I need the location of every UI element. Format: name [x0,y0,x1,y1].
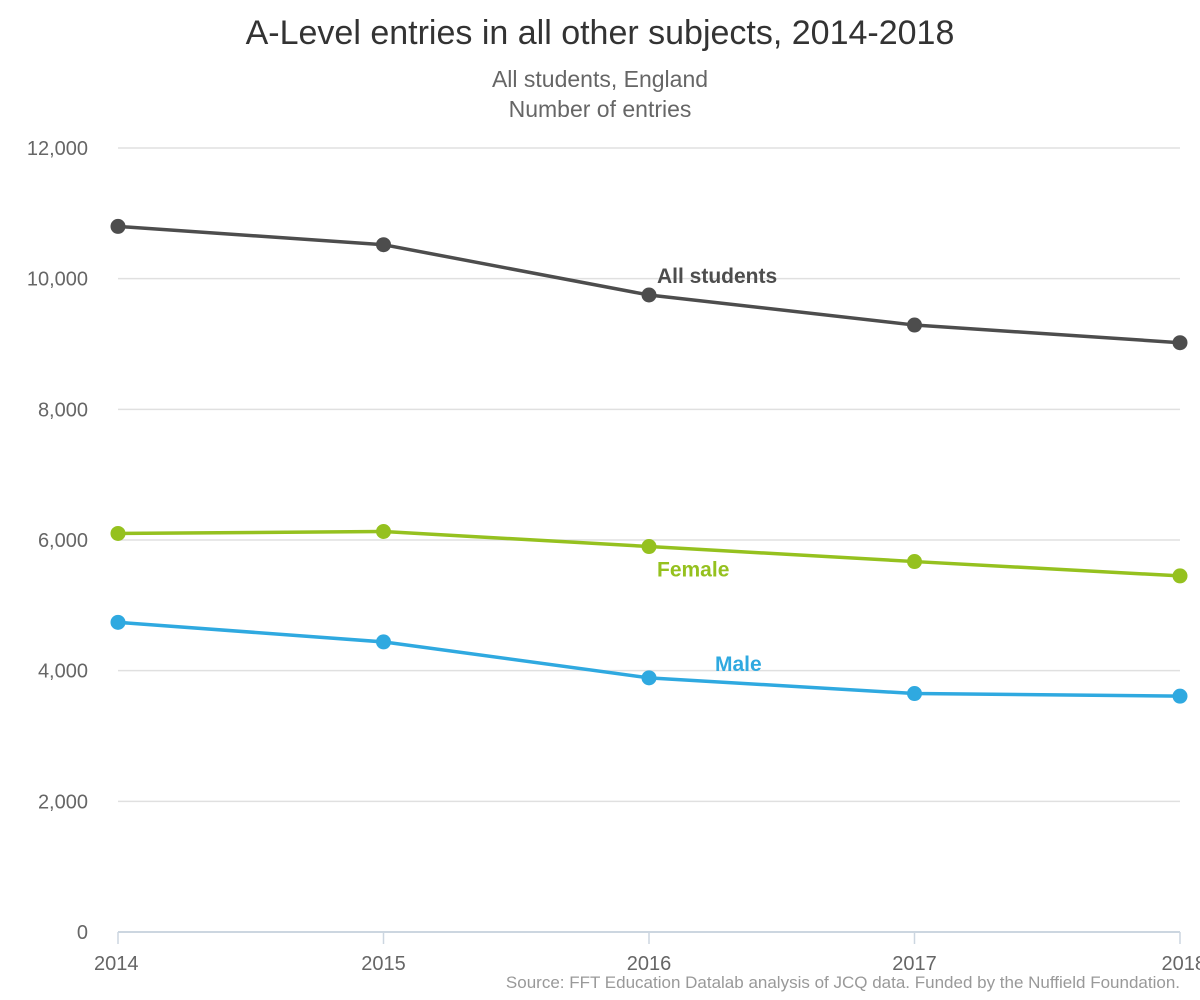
series-label: All students [657,265,777,288]
data-point [907,686,922,702]
x-tick-label: 2017 [892,953,937,975]
y-tick-label: 8,000 [38,399,88,421]
y-tick-label: 10,000 [27,269,88,291]
data-point [907,317,922,333]
chart-subtitle-line-2: Number of entries [508,96,692,122]
x-tick-label: 2015 [361,953,406,975]
series-label: Male [715,653,762,676]
x-tick-label: 2016 [627,953,672,975]
series-labels: All students Female Male [657,265,777,676]
x-axis: 2014 2015 2016 2017 2018 [94,931,1200,975]
y-tick-label: 2,000 [38,791,88,813]
data-point [376,634,391,650]
data-point [376,237,391,253]
gridlines [118,147,1180,803]
y-tick-label: 0 [77,922,88,944]
data-point [641,539,657,555]
series-line [117,224,1181,345]
source-note: Source: FFT Education Datalab analysis o… [505,973,1180,992]
data-point [1172,688,1188,704]
data-point [110,614,126,630]
series-lines [110,218,1188,704]
y-tick-label: 12,000 [27,138,88,160]
series-label: Female [657,559,729,582]
x-tick-label: 2014 [94,953,139,975]
data-point [1172,568,1188,584]
data-point [1172,335,1188,351]
data-point [641,670,657,686]
x-tick-label: 2018 [1162,953,1200,975]
y-axis: 0 2,000 4,000 6,000 8,000 10,000 12,000 [27,138,88,944]
data-point [376,524,391,540]
data-point [641,287,657,303]
chart-title: A-Level entries in all other subjects, 2… [245,14,955,52]
data-point [110,218,126,234]
data-point [110,525,126,541]
y-tick-label: 6,000 [38,530,88,552]
data-point [907,554,922,570]
y-tick-label: 4,000 [38,661,88,683]
chart-subtitle-line-1: All students, England [491,66,709,92]
